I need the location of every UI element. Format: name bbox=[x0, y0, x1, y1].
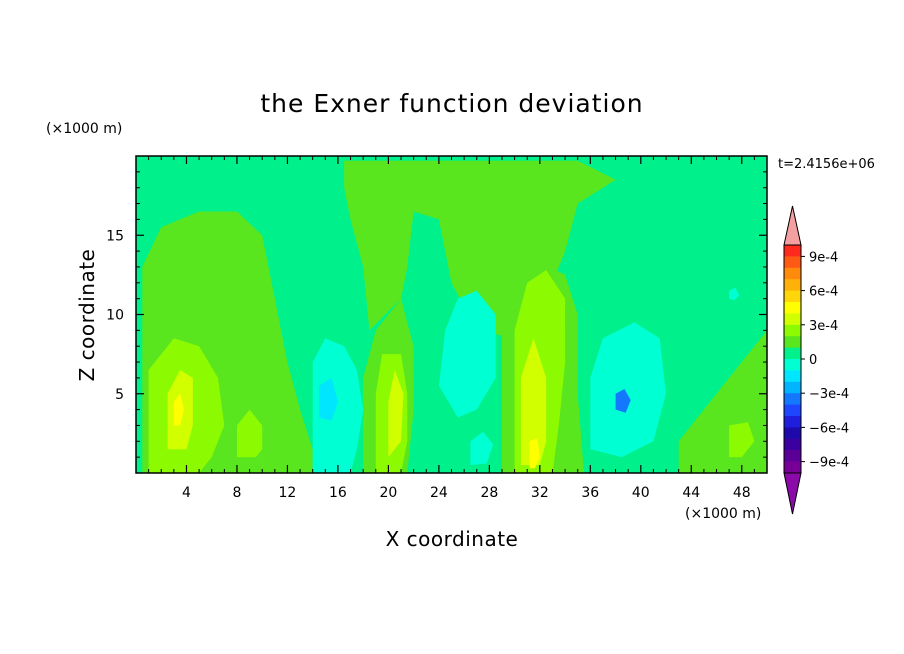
x-tick-label: 40 bbox=[632, 485, 650, 501]
x-axis-unit: (×1000 m) bbox=[685, 506, 761, 522]
colorbar-label: 6e-4 bbox=[809, 285, 838, 300]
colorbar-swatch bbox=[784, 427, 801, 440]
plot-area bbox=[135, 155, 768, 474]
colorbar-swatch bbox=[784, 256, 801, 269]
colorbar-swatch bbox=[784, 267, 801, 280]
y-axis-ticks: 5 10 15 bbox=[106, 171, 767, 458]
colorbar-swatch bbox=[784, 404, 801, 417]
colorbar-label: −6e-4 bbox=[809, 421, 849, 436]
x-axis-ticks: 4 8 12 16 20 24 28 32 36 40 44 48 bbox=[148, 156, 755, 501]
contour-region-pos3 bbox=[520, 338, 547, 466]
x-tick-label: 32 bbox=[531, 485, 549, 501]
contour-region-pos2 bbox=[729, 422, 755, 458]
x-tick-label: 20 bbox=[379, 485, 397, 501]
colorbar-under-arrow bbox=[783, 472, 802, 515]
colorbar-swatch bbox=[784, 245, 801, 257]
colorbar-over-arrow bbox=[783, 205, 802, 246]
contour-region-neg3 bbox=[319, 377, 338, 421]
colorbar-swatch bbox=[784, 393, 801, 405]
x-tick-label: 24 bbox=[430, 485, 448, 501]
x-tick-label: 4 bbox=[182, 485, 191, 501]
contour-region-neg2 bbox=[438, 290, 496, 418]
y-tick-label: 5 bbox=[115, 387, 124, 403]
colorbar-swatch bbox=[784, 381, 801, 394]
colorbar-label: −3e-4 bbox=[809, 387, 849, 402]
y-axis-label: Z coordinate bbox=[75, 249, 99, 382]
y-tick-label: 15 bbox=[106, 228, 124, 244]
x-tick-label: 8 bbox=[232, 485, 241, 501]
colorbar-swatch bbox=[784, 370, 801, 383]
colorbar-swatch bbox=[784, 290, 801, 303]
x-tick-label: 16 bbox=[329, 485, 347, 501]
contour-region-neg2 bbox=[729, 287, 740, 301]
colorbar-swatch bbox=[784, 279, 801, 291]
x-tick-label: 28 bbox=[480, 485, 498, 501]
x-axis-label: X coordinate bbox=[386, 527, 519, 551]
contour-region-pos4 bbox=[173, 393, 184, 426]
contour-region-pos2 bbox=[237, 409, 263, 458]
colorbar-label: 3e-4 bbox=[809, 319, 838, 334]
colorbar-swatch bbox=[784, 461, 801, 474]
time-label: t=2.4156e+06 bbox=[778, 157, 875, 172]
y-tick-label: 10 bbox=[106, 308, 124, 324]
chart-title: the Exner function deviation bbox=[260, 89, 643, 118]
x-tick-label: 12 bbox=[279, 485, 297, 501]
y-axis-unit: (×1000 m) bbox=[46, 121, 122, 137]
colorbar-label: 9e-4 bbox=[809, 250, 838, 265]
colorbar-swatch bbox=[784, 336, 801, 348]
colorbar-swatch bbox=[784, 416, 801, 428]
contour-region-pos4 bbox=[529, 438, 540, 469]
colorbar-label: −9e-4 bbox=[809, 456, 849, 471]
colorbar-swatch bbox=[784, 438, 801, 451]
colorbar-swatch bbox=[784, 347, 801, 360]
colorbar-swatch bbox=[784, 302, 801, 314]
colorbar-swatch bbox=[784, 324, 801, 337]
colorbar-swatch bbox=[784, 450, 801, 462]
colorbar-swatch bbox=[784, 313, 801, 326]
contour-region-neg2 bbox=[470, 431, 494, 466]
x-tick-label: 36 bbox=[581, 485, 599, 501]
contour-region-neg4 bbox=[615, 389, 631, 413]
contour-region-neg2 bbox=[312, 338, 364, 473]
colorbar-label: 0 bbox=[809, 353, 817, 368]
contour-region-pos3 bbox=[388, 370, 404, 458]
colorbar-swatch bbox=[784, 359, 801, 371]
x-tick-label: 48 bbox=[733, 485, 751, 501]
x-tick-label: 44 bbox=[682, 485, 700, 501]
colorbar: 9e-4 6e-4 3e-4 0 −3e-4 −6e-4 −9e-4 bbox=[783, 205, 849, 515]
contour-region-neg2 bbox=[590, 322, 666, 458]
